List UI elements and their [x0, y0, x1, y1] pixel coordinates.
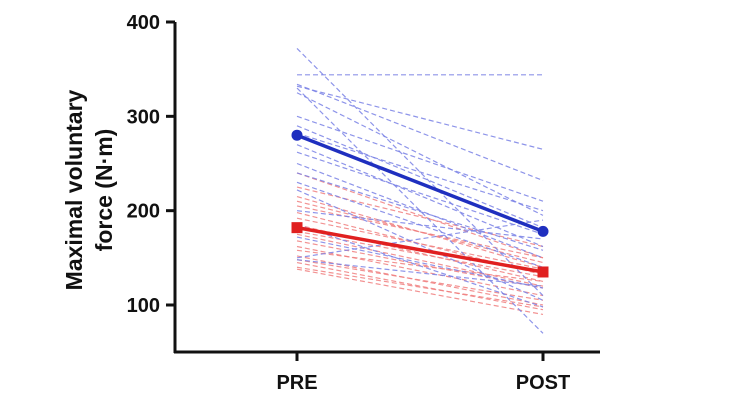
x-tick-label: PRE: [276, 372, 317, 394]
blue-individual-line: [296, 132, 544, 212]
y-tick-label: 400: [127, 12, 160, 34]
blue-individual-line: [296, 87, 544, 334]
blue-individual-line: [296, 189, 544, 301]
blue-individual-line: [296, 115, 544, 202]
blue-individual-line: [296, 259, 544, 287]
red-individual-line: [296, 172, 544, 259]
red-individual-line: [296, 245, 544, 297]
red-individual-line: [296, 268, 544, 316]
blue-individual-line: [296, 162, 544, 259]
y-tick-label: 300: [127, 106, 160, 128]
y-ticks: 100 200 300 400: [127, 12, 175, 317]
blue-individual-line: [296, 125, 544, 229]
y-axis-title: Maximal voluntary force (N·m): [61, 89, 117, 290]
blue-individual-line: [296, 210, 544, 240]
red-individual-line: [296, 233, 544, 287]
blue-mean-point: [291, 129, 303, 141]
blue-individual-line: [296, 224, 544, 308]
blue-individual-line: [296, 236, 544, 289]
blue-individual-line: [296, 219, 544, 259]
red-individual-line: [296, 261, 544, 311]
axes: [173, 22, 600, 354]
red-individual-line: [296, 205, 544, 259]
blue-individual-line: [296, 151, 544, 235]
x-tick-label: POST: [516, 372, 570, 394]
blue-individual-line: [296, 83, 544, 182]
red-individual-line: [296, 266, 544, 308]
blue-individual-line: [296, 85, 544, 150]
red-mean-point: [537, 266, 549, 278]
red-mean-line: [296, 225, 544, 274]
y-tick-label: 200: [127, 201, 160, 223]
x-ticks: PRE POST: [276, 352, 570, 394]
red-individual-line: [296, 195, 544, 268]
red-individual-line: [296, 217, 544, 270]
blue-individual-line: [296, 144, 544, 248]
blue-individual-line: [296, 92, 544, 216]
red-individual-line: [296, 259, 544, 301]
y-axis-title-line2: force (N·m): [91, 129, 117, 252]
blue-mean-line: [296, 133, 544, 234]
blue-mean-point: [537, 225, 549, 237]
blue-individual-line: [296, 47, 544, 296]
red-mean-point: [291, 222, 303, 234]
y-tick-label: 100: [127, 295, 160, 317]
red-individual-line: [296, 240, 544, 289]
red-individual-line: [296, 200, 544, 264]
individual-lines: [296, 47, 544, 334]
blue-individual-line: [296, 172, 544, 251]
y-axis-title-line1: Maximal voluntary: [61, 89, 87, 290]
mean-lines: [291, 129, 549, 278]
